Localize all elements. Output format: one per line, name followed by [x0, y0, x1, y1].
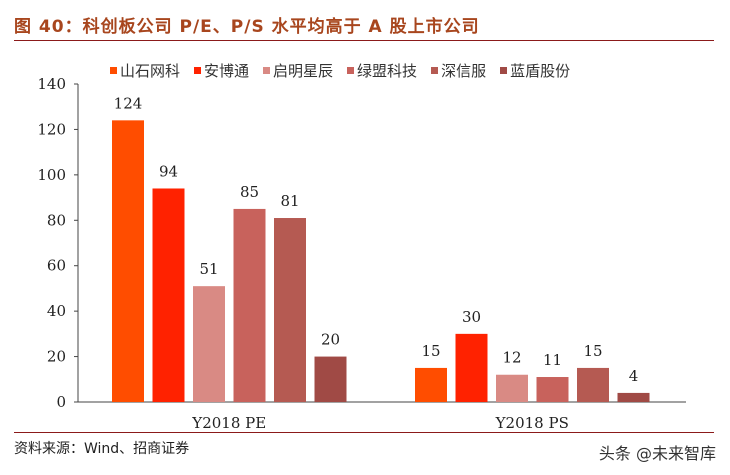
legend-item: 蓝盾股份 [500, 60, 570, 81]
data-label: 20 [321, 331, 340, 349]
bar [617, 392, 650, 402]
bar [455, 333, 488, 402]
data-label: 85 [240, 183, 259, 201]
legend-label: 蓝盾股份 [510, 62, 571, 80]
legend-swatch [431, 67, 439, 74]
legend-label: 启明星辰 [273, 62, 334, 80]
bar [274, 218, 306, 402]
x-category-label: Y2018 PS [495, 414, 569, 432]
bar [415, 367, 447, 402]
legend: 山石网科 安博通 启明星辰 绿盟科技 深信服 蓝盾股份 [110, 60, 570, 81]
y-tick-label: 100 [37, 166, 66, 184]
legend-swatch [263, 67, 271, 74]
legend-item: 深信服 [431, 60, 486, 81]
legend-label: 安博通 [204, 62, 250, 80]
bar [152, 188, 185, 402]
x-category-label: Y2018 PE [191, 414, 266, 432]
data-label: 81 [280, 192, 299, 210]
legend-item: 安博通 [194, 60, 249, 81]
legend-label: 山石网科 [120, 62, 181, 80]
data-label: 11 [543, 351, 562, 369]
data-label: 30 [462, 308, 481, 326]
legend-label: 绿盟科技 [357, 62, 418, 80]
bar [193, 286, 225, 402]
bar [577, 367, 609, 402]
legend-label: 深信服 [441, 62, 487, 80]
legend-item: 启明星辰 [263, 60, 333, 81]
source-note: 资料来源：Wind、招商证券 [14, 441, 190, 457]
y-tick-label: 60 [47, 257, 66, 275]
data-label: 15 [583, 342, 602, 360]
bar [314, 356, 347, 402]
bar [536, 377, 569, 402]
bar [112, 120, 144, 402]
figure-title: 图 40：科创板公司 P/E、P/S 水平均高于 A 股上市公司 [14, 17, 480, 37]
data-label: 94 [159, 162, 178, 180]
y-tick-label: 120 [37, 120, 66, 138]
legend-item: 绿盟科技 [347, 60, 417, 81]
legend-item: 山石网科 [110, 60, 180, 81]
watermark: 头条 @未来智库 [598, 444, 716, 463]
bar [496, 374, 528, 402]
bar [233, 208, 266, 402]
data-label: 124 [114, 94, 143, 112]
y-tick-label: 140 [37, 75, 66, 93]
data-label: 51 [199, 260, 218, 278]
legend-swatch [110, 67, 117, 74]
title-rule [14, 40, 714, 41]
legend-swatch [194, 67, 202, 74]
y-tick-label: 20 [47, 348, 66, 366]
legend-swatch [347, 67, 355, 74]
data-label: 12 [502, 349, 521, 367]
data-label: 15 [421, 342, 440, 360]
data-label: 4 [629, 367, 639, 385]
y-tick-label: 0 [56, 393, 66, 411]
legend-swatch [500, 67, 508, 74]
y-tick-label: 80 [47, 211, 66, 229]
y-tick-label: 40 [47, 302, 66, 320]
footer-rule [14, 432, 714, 433]
